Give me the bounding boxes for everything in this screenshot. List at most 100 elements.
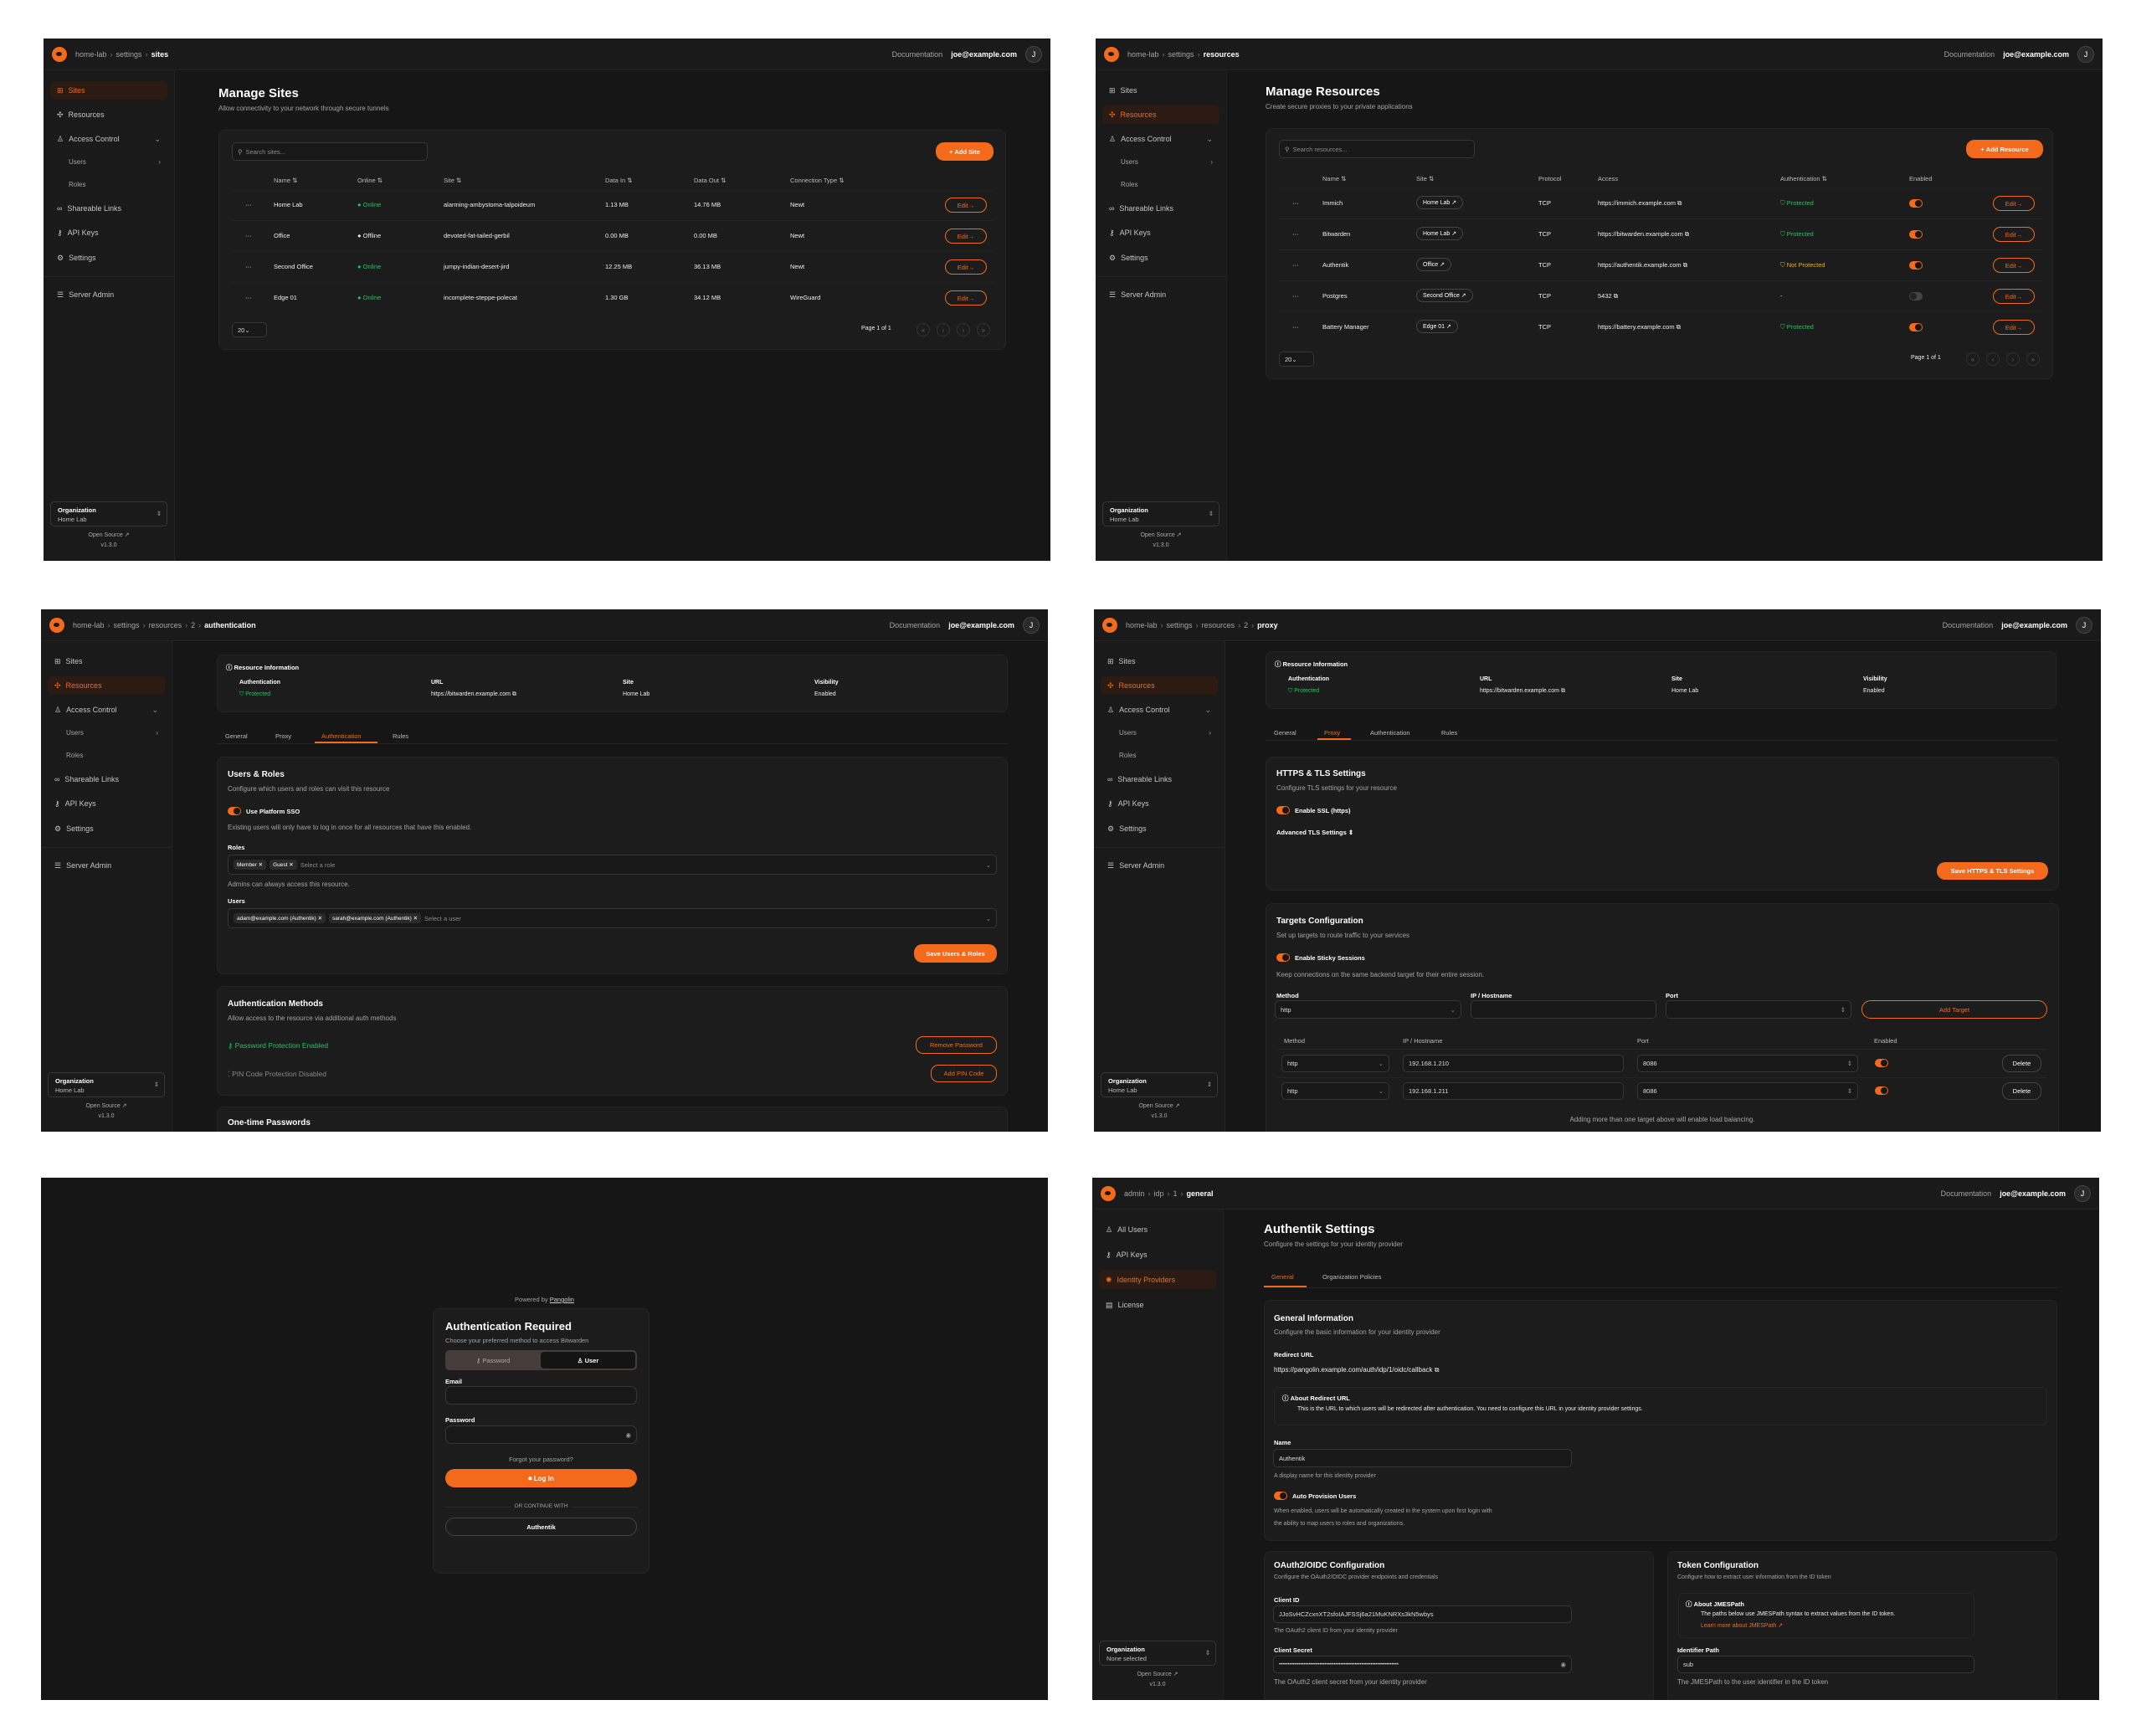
users-select[interactable]: adam@example.com (Authentik) ✕ sarah@exa…	[228, 908, 997, 928]
open-source-link[interactable]: Open Source ↗	[1137, 1672, 1178, 1677]
target-port-input[interactable]: 8086 ⇕	[1637, 1055, 1858, 1072]
sidebar-item-settings[interactable]: ⚙ Settings	[48, 819, 165, 838]
add-site-button[interactable]: + Add Site	[936, 142, 994, 161]
copy-icon[interactable]: ⧉	[1681, 261, 1688, 269]
sidebar-item-sites[interactable]: ⊞ Sites	[48, 652, 165, 670]
documentation-link[interactable]: Documentation	[889, 620, 941, 629]
copy-icon[interactable]: ⧉	[1558, 688, 1565, 694]
tab-general[interactable]: General	[225, 732, 248, 740]
delete-target-button[interactable]: Delete	[2002, 1082, 2041, 1100]
sidebar-item-settings[interactable]: ⚙ Settings	[50, 249, 167, 267]
copy-icon[interactable]: ⧉	[1674, 323, 1682, 331]
advanced-tls-toggle[interactable]: Advanced TLS Settings ⇕	[1276, 829, 1353, 836]
edit-button[interactable]: Edit →	[945, 229, 987, 244]
roles-select[interactable]: Member ✕ Guest ✕ Select a role ⌄	[228, 855, 997, 875]
delete-target-button[interactable]: Delete	[2002, 1055, 2041, 1072]
copy-icon[interactable]: ⧉	[1675, 199, 1682, 207]
avatar[interactable]: J	[1025, 45, 1042, 63]
tab-proxy[interactable]: Proxy	[275, 732, 292, 740]
edit-button[interactable]: Edit →	[945, 198, 987, 213]
port-input[interactable]: ⇕	[1666, 1000, 1851, 1019]
breadcrumb-item[interactable]: settings	[1168, 49, 1194, 59]
target-enabled-toggle[interactable]	[1875, 1059, 1888, 1067]
open-source-link[interactable]: Open Source ↗	[88, 532, 130, 538]
copy-icon[interactable]: ⧉	[510, 691, 516, 697]
authentik-sso-button[interactable]: Authentik	[445, 1518, 637, 1536]
tab-rules[interactable]: Rules	[1441, 729, 1458, 737]
row-actions-button[interactable]: ···	[245, 232, 252, 239]
tab-general[interactable]: General	[1274, 729, 1296, 737]
enable-ssl-toggle[interactable]	[1276, 806, 1290, 814]
row-actions-button[interactable]: ···	[1292, 261, 1299, 269]
target-ip-input[interactable]: 192.168.1.210	[1403, 1055, 1624, 1072]
avatar[interactable]: J	[2077, 45, 2094, 63]
sidebar-item-license[interactable]: ▤ License	[1099, 1296, 1216, 1314]
enabled-toggle[interactable]	[1909, 230, 1923, 239]
user-email[interactable]: joe@example.com	[2001, 620, 2067, 629]
add-resource-button[interactable]: + Add Resource	[1966, 140, 2043, 158]
sticky-sessions-toggle[interactable]	[1276, 953, 1290, 962]
copy-icon[interactable]: ⧉	[1611, 292, 1619, 300]
last-page-button[interactable]: »	[2026, 352, 2040, 366]
user-tag[interactable]: adam@example.com (Authentik) ✕	[234, 913, 326, 923]
sidebar-item-api-keys[interactable]: ⚷ API Keys	[1102, 223, 1219, 242]
breadcrumb-item[interactable]: resources	[1201, 620, 1235, 629]
sidebar-item-resources[interactable]: ✣ Resources	[48, 676, 165, 695]
sidebar-item-settings[interactable]: ⚙ Settings	[1101, 819, 1218, 838]
sidebar-item-shareable-links[interactable]: ∞ Shareable Links	[1101, 770, 1218, 788]
site-link-chip[interactable]: Second Office ↗	[1416, 289, 1473, 302]
auto-provision-toggle[interactable]	[1274, 1492, 1287, 1500]
target-port-input[interactable]: 8086 ⇕	[1637, 1082, 1858, 1100]
stepper-icon[interactable]: ⇕	[1840, 1005, 1846, 1014]
login-button[interactable]: 🔒︎ Log In	[445, 1469, 637, 1487]
edit-button[interactable]: Edit →	[945, 259, 987, 275]
documentation-link[interactable]: Documentation	[1940, 1189, 1992, 1198]
edit-button[interactable]: Edit →	[1993, 227, 2035, 242]
pangolin-logo[interactable]	[1104, 46, 1119, 62]
page-size-select[interactable]: 20 ⌄	[1279, 352, 1314, 367]
open-source-link[interactable]: Open Source ↗	[85, 1103, 127, 1109]
eye-icon[interactable]: ◉	[625, 1430, 631, 1439]
role-tag-guest[interactable]: Guest ✕	[270, 860, 297, 870]
organization-selector[interactable]: Organization Home Lab ⇕	[50, 501, 167, 526]
ip-hostname-input[interactable]	[1471, 1000, 1656, 1019]
chevron-right-icon[interactable]: ›	[156, 728, 158, 737]
site-link-chip[interactable]: Home Lab ↗	[1416, 196, 1464, 209]
avatar[interactable]: J	[2076, 616, 2092, 634]
target-ip-input[interactable]: 192.168.1.211	[1403, 1082, 1624, 1100]
remove-password-button[interactable]: Remove Password	[916, 1036, 997, 1054]
chevron-right-icon[interactable]: ›	[1209, 728, 1211, 737]
close-icon[interactable]: ✕	[413, 916, 418, 922]
sidebar-item-server-admin[interactable]: ☰ Server Admin	[50, 285, 167, 304]
tab-authentication[interactable]: Authentication	[321, 732, 362, 740]
identifier-path-input[interactable]: sub	[1677, 1656, 1974, 1673]
platform-sso-toggle[interactable]	[228, 807, 241, 815]
tab-user[interactable]: ♙ User	[541, 1352, 635, 1369]
organization-selector[interactable]: Organization Home Lab ⇕	[48, 1072, 165, 1097]
sidebar-item-server-admin[interactable]: ☰ Server Admin	[1102, 285, 1219, 304]
breadcrumb-item[interactable]: idp	[1153, 1189, 1164, 1198]
row-actions-button[interactable]: ···	[1292, 230, 1299, 238]
target-method-select[interactable]: http ⌄	[1281, 1082, 1389, 1100]
forgot-password-link[interactable]: Forgot your password?	[509, 1456, 573, 1463]
add-target-button[interactable]: Add Target	[1861, 1000, 2047, 1019]
client-secret-input[interactable]: ••••••••••••••••••••••••••••••••••••••••…	[1273, 1656, 1572, 1673]
column-header-site[interactable]: Site ⇅	[444, 177, 462, 184]
column-header-data-in[interactable]: Data In ⇅	[605, 177, 633, 184]
documentation-link[interactable]: Documentation	[1943, 49, 1995, 59]
enabled-toggle[interactable]	[1909, 199, 1923, 208]
breadcrumb-item[interactable]: resources	[148, 620, 182, 629]
password-field[interactable]: ◉	[445, 1425, 637, 1444]
chevron-down-icon[interactable]: ⌄	[151, 705, 158, 714]
email-field[interactable]	[445, 1386, 637, 1405]
organization-selector[interactable]: Organization Home Lab ⇕	[1101, 1072, 1218, 1097]
breadcrumb-item[interactable]: home-lab	[75, 49, 107, 59]
sidebar-item-users[interactable]: Users ›	[50, 152, 167, 171]
sidebar-item-settings[interactable]: ⚙ Settings	[1102, 249, 1219, 267]
row-actions-button[interactable]: ···	[245, 294, 252, 301]
column-header-enabled[interactable]: Enabled	[1909, 175, 1933, 182]
sidebar-item-roles[interactable]: Roles	[50, 175, 167, 193]
chevron-down-icon[interactable]: ⌄	[1206, 134, 1213, 143]
name-input[interactable]: Authentik	[1273, 1449, 1572, 1467]
sidebar-item-shareable-links[interactable]: ∞ Shareable Links	[48, 770, 165, 788]
